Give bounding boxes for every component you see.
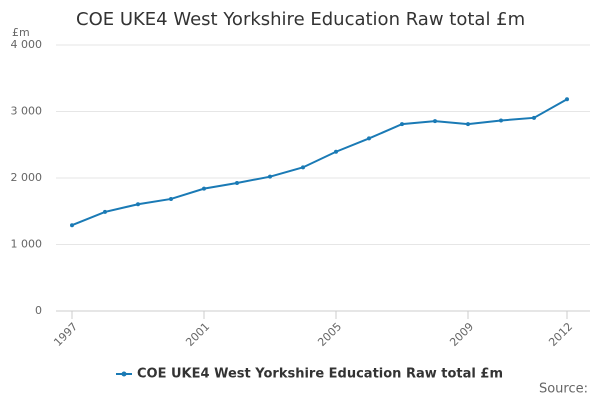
data-point	[169, 196, 173, 201]
legend-marker	[121, 371, 127, 377]
data-point	[565, 97, 569, 102]
chart-title: COE UKE4 West Yorkshire Education Raw to…	[76, 9, 525, 30]
y-tick-label: 1 000	[11, 238, 43, 251]
legend-label: COE UKE4 West Yorkshire Education Raw to…	[137, 367, 503, 382]
y-tick-label: 3 000	[11, 105, 43, 118]
data-point	[136, 202, 140, 207]
data-point	[499, 118, 503, 123]
data-line	[71, 98, 568, 227]
data-point	[301, 165, 305, 170]
data-point	[334, 149, 338, 154]
x-tick-label: 2009	[447, 320, 476, 349]
x-tick-label: 2001	[183, 320, 212, 349]
y-tick-label: 4 000	[11, 38, 43, 51]
data-point	[532, 115, 536, 120]
source: Source:	[539, 382, 588, 397]
data-point	[466, 122, 470, 127]
x-tick-label: 1997	[51, 320, 80, 349]
data-point	[70, 223, 74, 228]
data-point	[235, 180, 239, 185]
data-point	[268, 174, 272, 179]
y-unit: £m	[12, 26, 30, 39]
data-point	[202, 186, 206, 191]
data-point	[367, 136, 371, 141]
y-tick-label: 0	[35, 304, 42, 317]
x-tick-label: 2005	[315, 320, 344, 349]
x-tick-label: 2012	[546, 320, 575, 349]
data-point	[400, 122, 404, 127]
data-point	[433, 119, 437, 124]
data-point	[103, 209, 107, 214]
y-tick-label: 2 000	[11, 171, 43, 184]
